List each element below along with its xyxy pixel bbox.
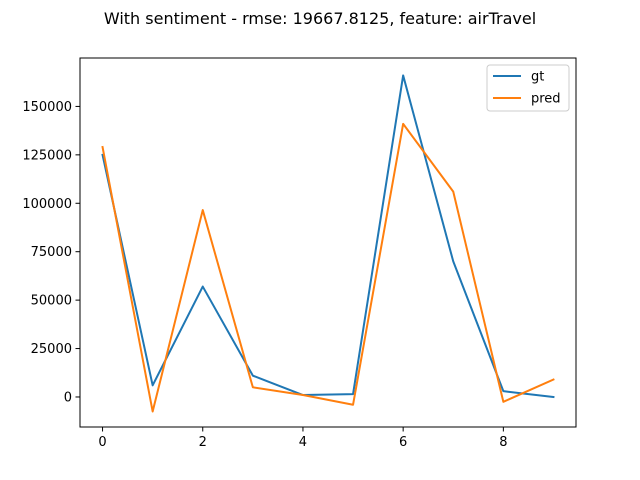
- y-tick-label: 150000: [22, 100, 72, 115]
- chart-title: With sentiment - rmse: 19667.8125, featu…: [104, 9, 536, 28]
- series-group: [101, 74, 555, 413]
- legend-label-gt: gt: [531, 70, 544, 85]
- legend: gt pred: [486, 64, 570, 112]
- x-tick-label: 6: [399, 435, 407, 450]
- series-line-gt: [101, 74, 555, 399]
- axes-frame: [79, 57, 577, 428]
- legend-label-pred: pred: [531, 92, 561, 107]
- plot-area: 0 2 4 6 8 0 25000 50000 75000 100000 125000 150000 g…: [22, 57, 577, 450]
- x-tick-label: 0: [98, 435, 106, 450]
- x-tick-label: 4: [299, 435, 307, 450]
- y-tick-label: 0: [64, 390, 72, 405]
- y-tick-label: 25000: [31, 342, 72, 357]
- y-tick-label: 100000: [22, 197, 72, 212]
- y-tick-label: 125000: [22, 148, 72, 163]
- x-tick-label: 2: [199, 435, 207, 450]
- series-line-pred: [101, 122, 555, 413]
- y-tick-label: 75000: [31, 245, 72, 260]
- y-tick-label: 50000: [31, 294, 72, 309]
- x-tick-label: 8: [499, 435, 507, 450]
